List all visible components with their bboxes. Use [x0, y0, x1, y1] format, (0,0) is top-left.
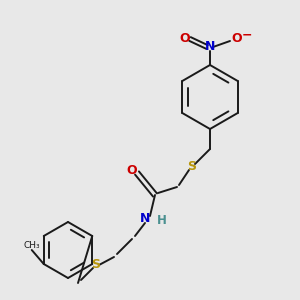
Text: CH₃: CH₃: [23, 241, 40, 250]
Text: S: S: [92, 259, 100, 272]
Text: H: H: [157, 214, 167, 227]
Text: O: O: [180, 32, 190, 46]
Text: O: O: [127, 164, 137, 176]
Text: S: S: [188, 160, 196, 173]
Text: O: O: [232, 32, 242, 46]
Text: N: N: [205, 40, 215, 53]
Text: −: −: [242, 28, 252, 41]
Text: N: N: [140, 212, 150, 226]
